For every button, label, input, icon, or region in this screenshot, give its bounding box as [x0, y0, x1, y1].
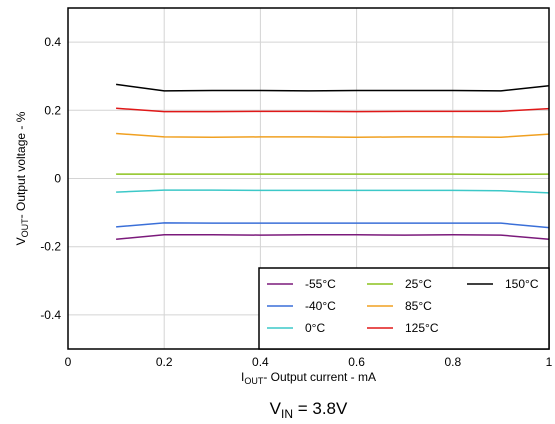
- y-tick-label: -0.4: [40, 308, 61, 322]
- x-tick-label: 0.8: [444, 355, 461, 369]
- y-tick-label: 0.2: [44, 103, 61, 117]
- legend-label: 0°C: [305, 321, 325, 335]
- y-axis-label-subscript: OUT: [20, 218, 30, 238]
- x-tick-label: 0.2: [156, 355, 173, 369]
- x-axis-label-subscript: OUT: [244, 376, 264, 386]
- legend-label: 125°C: [405, 321, 439, 335]
- condition-annotation: VIN = 3.8V: [270, 399, 348, 421]
- condition-subscript: IN: [281, 407, 293, 421]
- x-axis-label-text: - Output current - mA: [263, 370, 376, 384]
- condition-symbol: V: [270, 399, 282, 418]
- x-axis-label-symbol: I: [241, 370, 244, 384]
- x-tick-label: 0.4: [252, 355, 269, 369]
- legend-label: -55°C: [305, 277, 336, 291]
- legend: -55°C -40°C 0°C 25°C 85°C 125°C 150°C: [258, 267, 550, 350]
- x-tick-labels: 0 0.2 0.4 0.6 0.8 1: [65, 355, 553, 369]
- series-line: [116, 107, 550, 113]
- series-line: [116, 234, 550, 240]
- legend-box: [258, 267, 550, 350]
- legend-label: 85°C: [405, 299, 432, 313]
- series-line: [116, 132, 550, 138]
- x-tick-label: 0: [65, 355, 72, 369]
- x-axis-label: IOUT- Output current - mA: [241, 370, 376, 386]
- series-lines: [115, 83, 550, 240]
- y-axis-label-symbol: V: [14, 237, 28, 245]
- legend-label: 150°C: [505, 277, 539, 291]
- y-axis-label-text: - Output voltage - %: [14, 111, 28, 218]
- legend-label: 25°C: [405, 277, 432, 291]
- y-tick-label: 0.4: [44, 35, 61, 49]
- series-line: [115, 83, 550, 92]
- x-tick-label: 1: [546, 355, 553, 369]
- series-line: [116, 189, 550, 194]
- legend-label: -40°C: [305, 299, 336, 313]
- y-tick-label: 0: [54, 172, 61, 186]
- y-tick-labels: -0.4 -0.2 0 0.2 0.4: [40, 35, 61, 322]
- condition-text: = 3.8V: [293, 399, 348, 418]
- y-axis-label: VOUT- Output voltage - %: [14, 111, 30, 245]
- x-tick-label: 0.6: [348, 355, 365, 369]
- series-line: [116, 222, 550, 229]
- y-tick-label: -0.2: [40, 240, 61, 254]
